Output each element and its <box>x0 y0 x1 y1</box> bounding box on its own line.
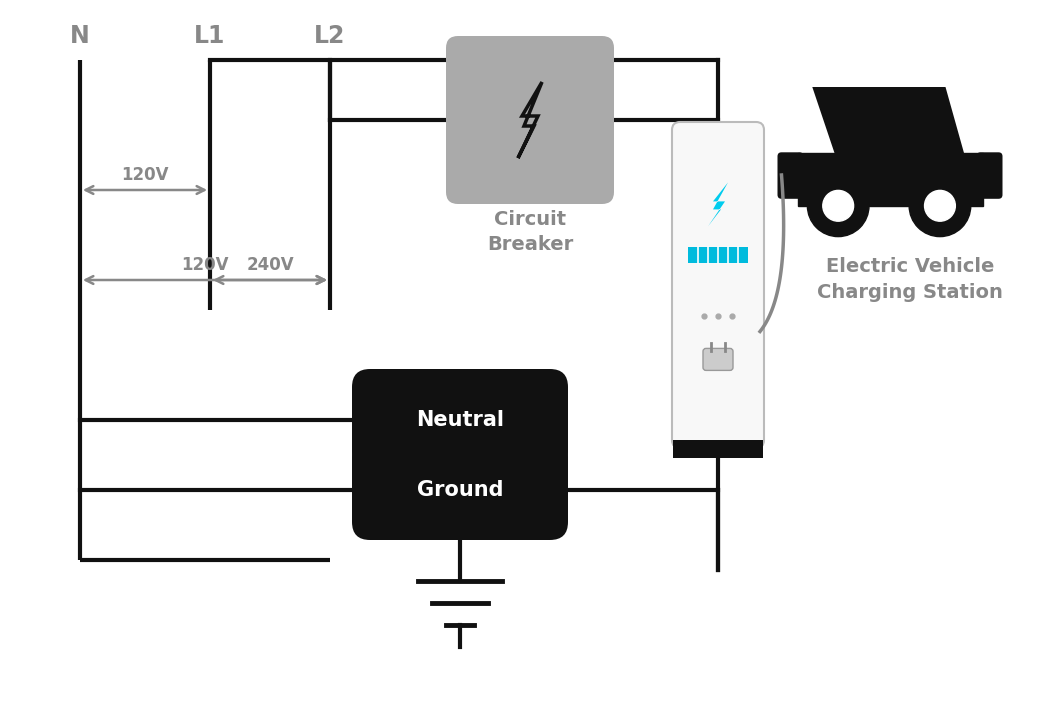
Circle shape <box>909 175 971 237</box>
FancyBboxPatch shape <box>703 348 733 370</box>
Polygon shape <box>812 87 964 153</box>
Polygon shape <box>708 183 728 226</box>
FancyBboxPatch shape <box>778 152 804 199</box>
Circle shape <box>808 175 869 237</box>
FancyBboxPatch shape <box>446 36 614 204</box>
Text: Neutral: Neutral <box>416 410 504 430</box>
Polygon shape <box>797 153 983 206</box>
Text: Ground: Ground <box>416 480 503 500</box>
FancyBboxPatch shape <box>672 122 764 448</box>
Text: 240V: 240V <box>246 256 294 274</box>
Bar <box>672 440 763 458</box>
Text: 120V: 120V <box>181 256 229 274</box>
Text: L1: L1 <box>195 24 226 48</box>
Text: Circuit
Breaker: Circuit Breaker <box>487 210 574 254</box>
Bar <box>688 247 748 263</box>
Text: Electric Vehicle
Charging Station: Electric Vehicle Charging Station <box>817 257 1002 302</box>
FancyBboxPatch shape <box>352 439 568 540</box>
Text: 120V: 120V <box>121 166 169 184</box>
Text: N: N <box>70 24 90 48</box>
Circle shape <box>924 190 956 221</box>
Circle shape <box>822 190 854 221</box>
FancyBboxPatch shape <box>352 369 568 470</box>
Text: L2: L2 <box>314 24 346 48</box>
FancyBboxPatch shape <box>976 152 1002 199</box>
